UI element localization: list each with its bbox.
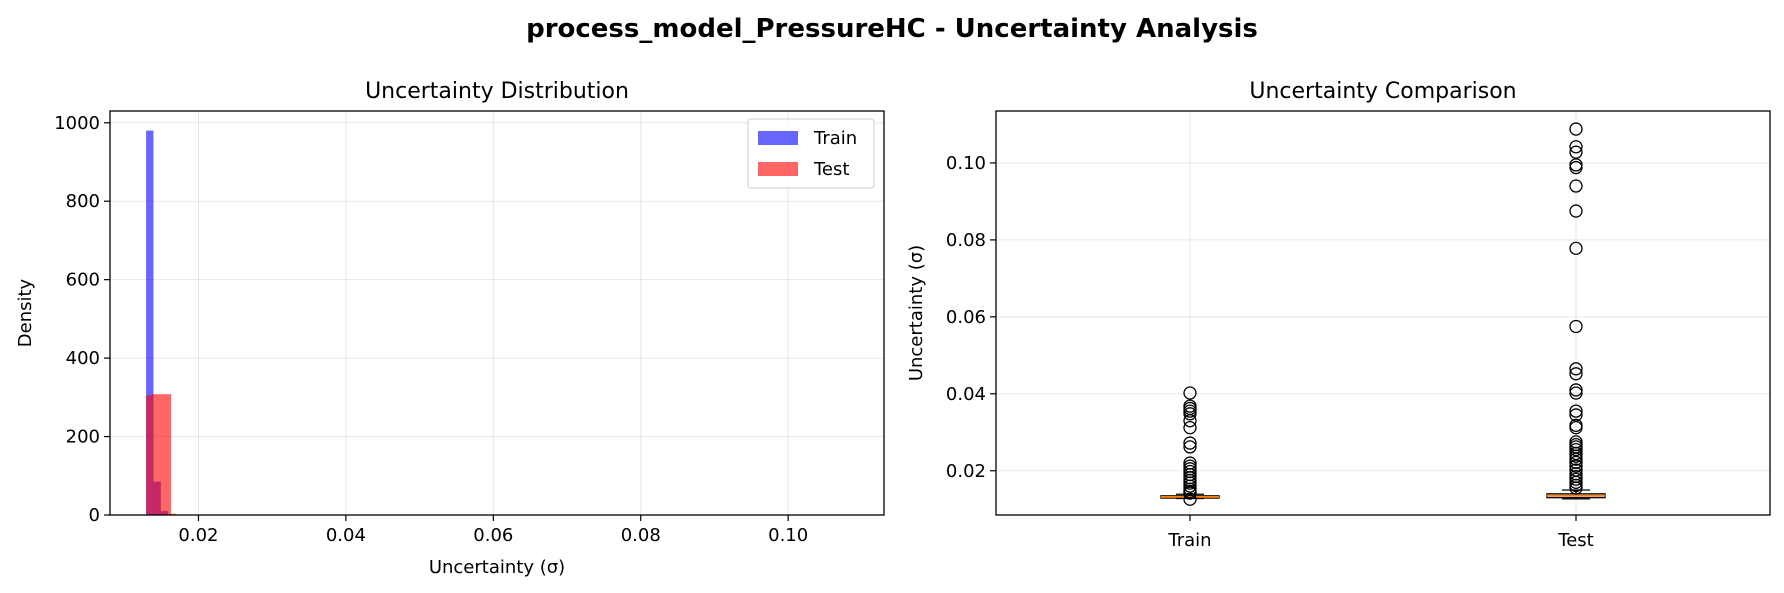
histogram-y-tick-label: 1000: [54, 113, 100, 134]
boxplot-flier-test: [1569, 367, 1583, 381]
boxplot-y-label: Uncertainty (σ): [906, 245, 927, 381]
boxplot-flier-test: [1569, 452, 1583, 466]
histogram-x-ticks: 0.02 0.04 0.06 0.08 0.10: [178, 515, 808, 546]
boxplot-flier-test: [1569, 459, 1583, 473]
histogram-bar-train: [146, 130, 154, 516]
histogram-y-ticks: 0 200 400 600 800 1000: [54, 113, 110, 526]
boxplot-flier-test: [1569, 472, 1583, 486]
boxplot-flier-test: [1569, 386, 1583, 400]
boxplot-x-tick-label: Train: [1167, 530, 1211, 551]
boxplot-flier-train: [1183, 492, 1197, 506]
boxplot-y-tick-label: 0.08: [946, 230, 986, 251]
boxplot-x-ticks: Train Test: [1167, 515, 1594, 551]
boxplot-flier-test: [1569, 449, 1583, 463]
histogram-y-tick-label: 200: [66, 427, 100, 448]
histogram-bar-test: [146, 395, 153, 515]
boxplot-flier-test: [1569, 140, 1583, 154]
boxplot-x-tick-label: Test: [1557, 530, 1593, 551]
boxplot-title: Uncertainty Comparison: [1249, 79, 1516, 104]
boxplot-frame: [995, 110, 1771, 516]
histogram-legend-label-test: Test: [813, 159, 849, 180]
histogram-panel: Uncertainty Distribution 0.02 0.04 0.06 0.0…: [15, 79, 885, 578]
boxplot-flier-train: [1183, 436, 1197, 450]
histogram-legend-swatch-test: [758, 162, 798, 176]
boxplot-flier-train: [1183, 421, 1197, 435]
boxplot-flier-test: [1569, 408, 1583, 422]
boxplot-grid: [996, 111, 1770, 515]
histogram-y-label: Density: [15, 278, 36, 347]
boxplot-flier-test: [1569, 204, 1583, 218]
boxplot-flier-test: [1569, 241, 1583, 256]
histogram-x-tick-label: 0.06: [473, 525, 513, 546]
histogram-legend-label-train: Train: [813, 128, 857, 149]
boxplot-y-tick-label: 0.06: [946, 307, 986, 328]
histogram-bars: [146, 130, 177, 516]
boxplot-flier-test: [1569, 442, 1583, 457]
boxplot-flier-train: [1183, 440, 1197, 454]
histogram-y-tick-label: 0: [89, 505, 100, 526]
boxplot-flier-test: [1569, 362, 1583, 376]
histogram-x-tick-label: 0.02: [178, 525, 218, 546]
boxplot-flier-train: [1183, 386, 1197, 400]
boxplot-flier-test: [1569, 179, 1583, 193]
histogram-y-tick-label: 400: [66, 348, 100, 369]
boxplot-flier-train: [1183, 476, 1197, 490]
histogram-frame: [109, 110, 885, 516]
boxplot-marks: [1160, 122, 1606, 506]
boxplot-flier-test: [1569, 383, 1583, 397]
boxplot-flier-train: [1183, 486, 1197, 500]
histogram-bar-test: [152, 394, 172, 515]
boxplot-y-tick-label: 0.04: [946, 384, 986, 405]
boxplot-flier-test: [1569, 421, 1583, 435]
boxplot-flier-train: [1183, 407, 1197, 421]
boxplot-flier-test: [1569, 319, 1583, 334]
histogram-legend-swatch-train: [758, 131, 798, 145]
histogram-x-tick-label: 0.08: [621, 525, 661, 546]
boxplot-y-ticks: 0.02 0.04 0.06 0.08 0.10: [946, 153, 996, 482]
boxplot-flier-test: [1569, 145, 1583, 159]
histogram-y-tick-label: 800: [66, 191, 100, 212]
boxplot-flier-test: [1569, 160, 1583, 175]
histogram-x-tick-label: 0.04: [326, 525, 366, 546]
boxplot-panel: Uncertainty Comparison Train Test 0.020.0…: [906, 79, 1771, 551]
boxplot-y-tick-label: 0.02: [946, 461, 986, 482]
boxplot-flier-test: [1569, 475, 1583, 489]
histogram-legend: Train Test: [747, 118, 875, 189]
histogram-title: Uncertainty Distribution: [365, 79, 629, 104]
boxplot-flier-test: [1569, 404, 1583, 418]
boxplot-flier-train: [1183, 479, 1197, 493]
boxplot-y-tick-label: 0.10: [946, 153, 986, 174]
boxplot-flier-train: [1183, 414, 1197, 428]
histogram-x-tick-label: 0.10: [768, 525, 808, 546]
figure-title: process_model_PressureHC - Uncertainty A…: [526, 14, 1258, 44]
boxplot-flier-test: [1569, 481, 1583, 495]
histogram-x-label: Uncertainty (σ): [429, 557, 565, 578]
histogram-y-tick-label: 600: [66, 270, 100, 291]
boxplot-flier-test: [1569, 122, 1583, 136]
